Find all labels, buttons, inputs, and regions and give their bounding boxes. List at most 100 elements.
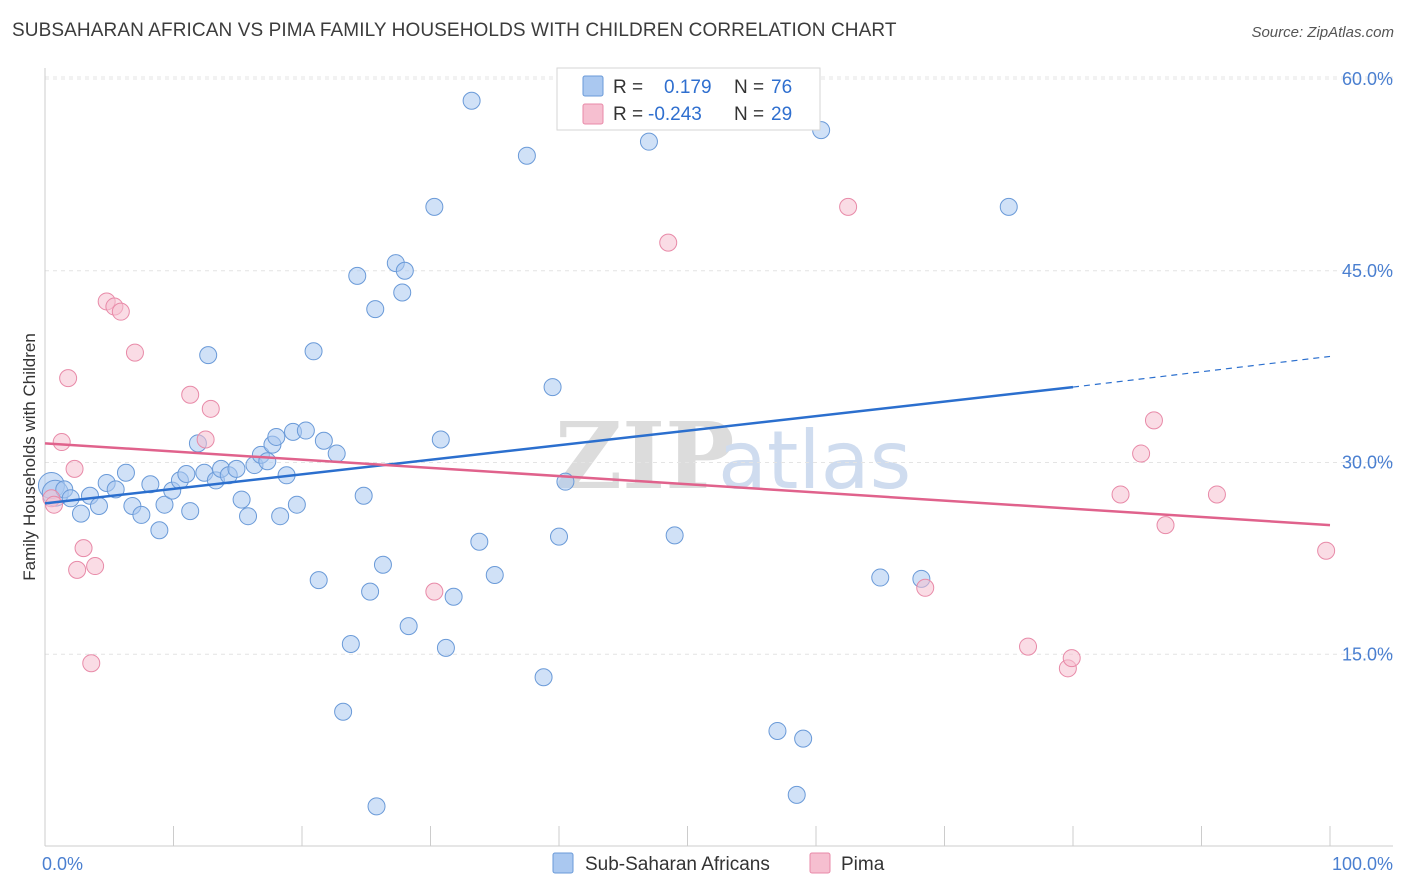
bottom-legend-label-blue: Sub-Saharan Africans — [585, 854, 770, 875]
point-pima — [1144, 411, 1163, 430]
point-sub-saharan — [517, 146, 536, 165]
point-sub-saharan — [768, 721, 787, 740]
point-sub-saharan — [550, 527, 568, 546]
point-sub-saharan — [296, 421, 315, 440]
point-pima — [1019, 637, 1038, 656]
point-sub-saharan — [309, 571, 328, 590]
point-sub-saharan — [314, 431, 333, 450]
point-sub-saharan — [150, 521, 169, 540]
point-pima — [425, 582, 444, 601]
trend-line-sub-saharan-extension — [1072, 355, 1331, 388]
point-sub-saharan — [271, 507, 290, 526]
point-sub-saharan — [132, 505, 151, 524]
watermark-zip: ZIP — [555, 402, 734, 510]
point-sub-saharan — [470, 532, 489, 551]
legend-r-label-1: R = — [613, 77, 643, 98]
gridlines — [45, 76, 1393, 655]
series-legend: Sub-Saharan Africans Pima — [552, 852, 885, 875]
legend-n-value-1: 76 — [771, 77, 792, 98]
point-sub-saharan — [287, 495, 306, 514]
point-sub-saharan — [367, 797, 386, 816]
point-sub-saharan — [444, 587, 463, 606]
point-pima — [659, 233, 678, 252]
point-sub-saharan — [373, 555, 392, 574]
trend-line-sub-saharan — [44, 385, 1074, 505]
point-pima — [44, 495, 63, 514]
point-pima — [1156, 516, 1175, 535]
point-sub-saharan — [543, 378, 562, 397]
bottom-legend-swatch-blue — [552, 852, 574, 874]
point-sub-saharan — [71, 504, 90, 523]
point-sub-saharan — [89, 496, 108, 515]
y-tick-labels: 15.0% 30.0% 45.0% 60.0% — [1342, 69, 1393, 664]
x-tick-label-100: 100.0% — [1332, 854, 1393, 874]
point-sub-saharan — [999, 197, 1018, 216]
point-sub-saharan — [258, 452, 277, 471]
point-pima — [1132, 444, 1151, 463]
correlation-legend: R = 0.179 N = 76 R = -0.243 N = 29 — [556, 67, 821, 131]
point-sub-saharan — [639, 132, 658, 151]
point-pima — [74, 539, 93, 558]
point-sub-saharan — [366, 300, 385, 319]
point-pima — [86, 557, 105, 576]
y-axis-label: Family Households with Children — [20, 333, 39, 581]
point-pima — [52, 433, 71, 452]
point-sub-saharan — [61, 489, 80, 508]
y-tick-label-60: 60.0% — [1342, 69, 1393, 89]
point-sub-saharan — [485, 566, 504, 584]
legend-n-label-2: N = — [734, 104, 764, 125]
point-sub-saharan — [227, 459, 246, 478]
point-sub-saharan — [327, 444, 346, 463]
point-pima — [68, 560, 87, 579]
point-pima — [181, 385, 200, 404]
point-sub-saharan — [393, 283, 412, 302]
point-pima — [1111, 485, 1130, 504]
y-tick-label-45: 45.0% — [1342, 261, 1393, 281]
point-sub-saharan — [116, 463, 135, 482]
x-axis-ticks — [173, 826, 1331, 846]
point-pima — [201, 399, 220, 418]
point-sub-saharan — [354, 486, 373, 505]
point-sub-saharan — [155, 495, 174, 514]
chart-title: SUBSAHARAN AFRICAN VS PIMA FAMILY HOUSEH… — [12, 20, 897, 41]
point-sub-saharan — [436, 638, 455, 657]
legend-n-value-2: 29 — [771, 104, 792, 125]
point-pima — [839, 197, 858, 216]
point-sub-saharan — [239, 507, 258, 526]
point-pima — [82, 654, 101, 673]
point-sub-saharan — [871, 568, 890, 587]
x-tick-label-0: 0.0% — [42, 854, 83, 874]
bottom-legend-label-pink: Pima — [841, 854, 885, 875]
point-sub-saharan — [665, 526, 684, 545]
series-pima-points — [42, 197, 1336, 678]
legend-r-value-2: -0.243 — [648, 104, 702, 125]
point-sub-saharan — [232, 490, 251, 509]
point-pima — [916, 578, 935, 597]
legend-r-label-2: R = — [613, 104, 643, 125]
point-pima — [1062, 649, 1081, 668]
trend-line-pima — [44, 442, 1331, 527]
point-sub-saharan — [106, 480, 125, 499]
point-sub-saharan — [431, 430, 450, 449]
point-sub-saharan — [395, 261, 414, 280]
source-label: Source: ZipAtlas.com — [1251, 24, 1394, 41]
point-sub-saharan — [399, 617, 418, 636]
point-sub-saharan — [267, 427, 286, 446]
point-pima — [125, 343, 144, 362]
trend-lines — [44, 355, 1331, 527]
y-tick-label-30: 30.0% — [1342, 453, 1393, 473]
point-sub-saharan — [199, 346, 218, 365]
point-sub-saharan — [304, 342, 323, 361]
point-sub-saharan — [534, 668, 553, 687]
point-sub-saharan — [462, 91, 481, 110]
legend-n-label-1: N = — [734, 77, 764, 98]
legend-r-value-1: 0.179 — [664, 77, 712, 98]
series-sub-saharan-points — [37, 91, 1018, 816]
point-sub-saharan — [787, 785, 806, 804]
point-pima — [1317, 541, 1336, 560]
point-pima — [111, 302, 130, 321]
point-pima — [1207, 485, 1226, 504]
point-sub-saharan — [794, 729, 813, 748]
bottom-legend-swatch-pink — [809, 852, 831, 874]
legend-swatch-blue — [582, 75, 604, 97]
